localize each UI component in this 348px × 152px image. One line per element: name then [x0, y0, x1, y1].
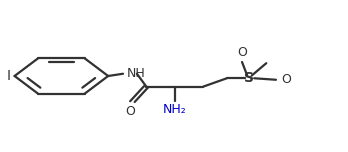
Text: NH₂: NH₂ — [163, 103, 187, 116]
Text: O: O — [281, 73, 291, 86]
Text: O: O — [126, 105, 136, 118]
Text: NH: NH — [127, 67, 146, 80]
Text: S: S — [244, 71, 254, 85]
Text: I: I — [7, 69, 11, 83]
Text: O: O — [237, 46, 247, 59]
